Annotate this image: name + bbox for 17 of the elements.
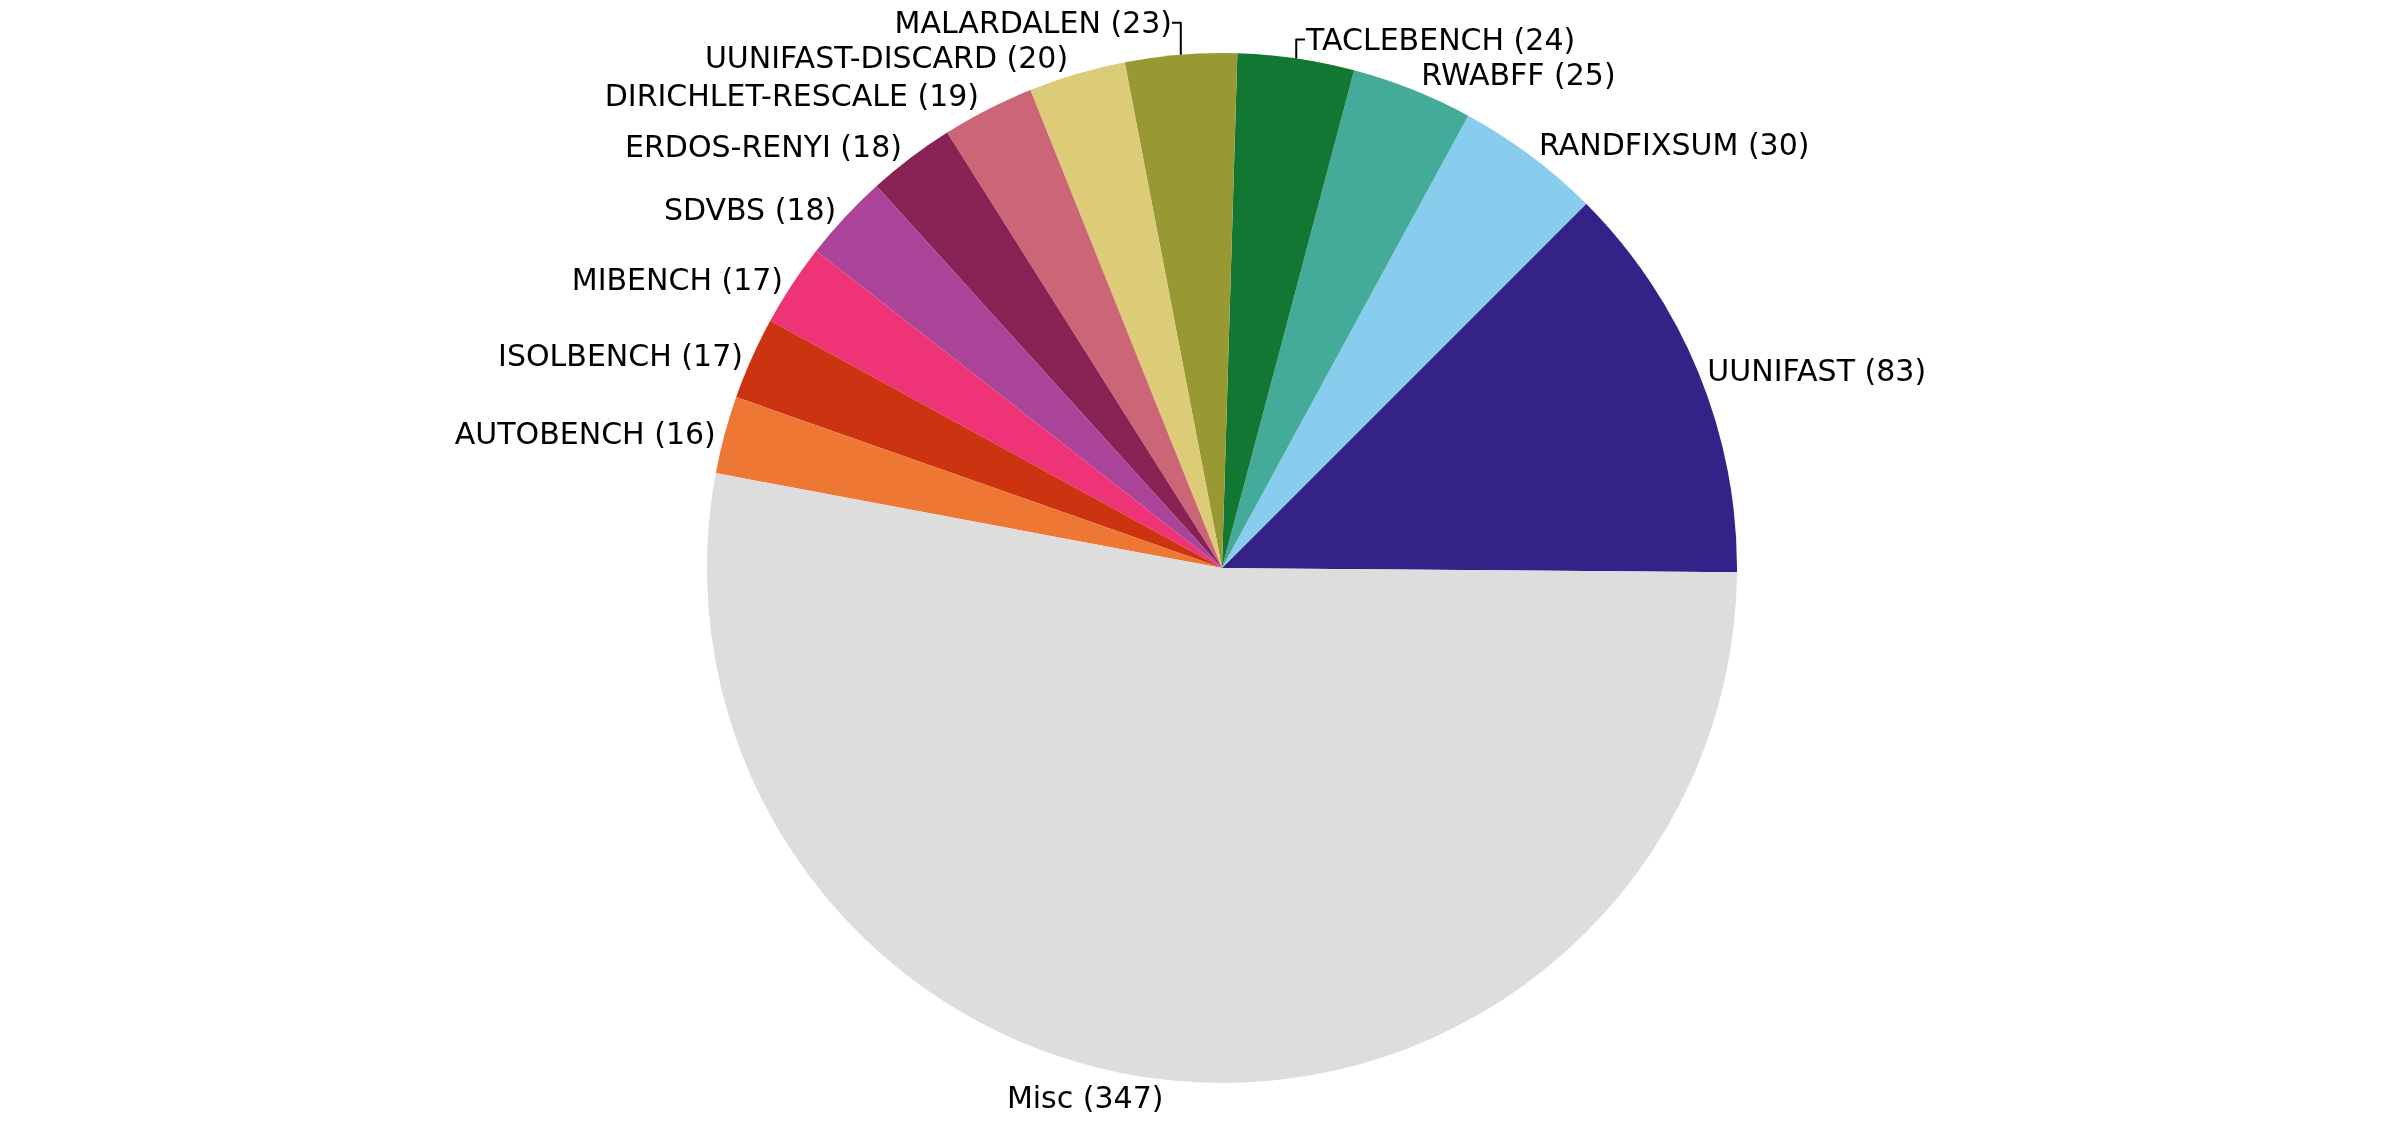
pie-slice: [707, 473, 1737, 1083]
slice-label: ISOLBENCH (17): [498, 337, 743, 373]
slice-label: UUNIFAST-DISCARD (20): [704, 40, 1069, 76]
slice-label: TACLEBENCH (24): [1304, 21, 1576, 57]
slice-label: AUTOBENCH (16): [454, 416, 716, 452]
pie-slice: [715, 397, 1222, 568]
slice-label: UUNIFAST (83): [1707, 352, 1927, 388]
pie-slice: [1124, 53, 1238, 568]
slice-label: SDVBS (18): [663, 191, 837, 227]
slice-label: RANDFIXSUM (30): [1539, 126, 1810, 162]
slice-label: Misc (347): [1006, 1080, 1164, 1116]
slice-label: RWABFF (25): [1421, 56, 1616, 92]
slice-label: MALARDALEN (23): [894, 5, 1173, 41]
slice-label: ERDOS-RENYI (18): [625, 129, 902, 165]
slice-label: DIRICHLET-RESCALE (19): [604, 77, 980, 113]
pie-slice: [1222, 53, 1355, 568]
slice-label: MIBENCH (17): [571, 262, 784, 298]
